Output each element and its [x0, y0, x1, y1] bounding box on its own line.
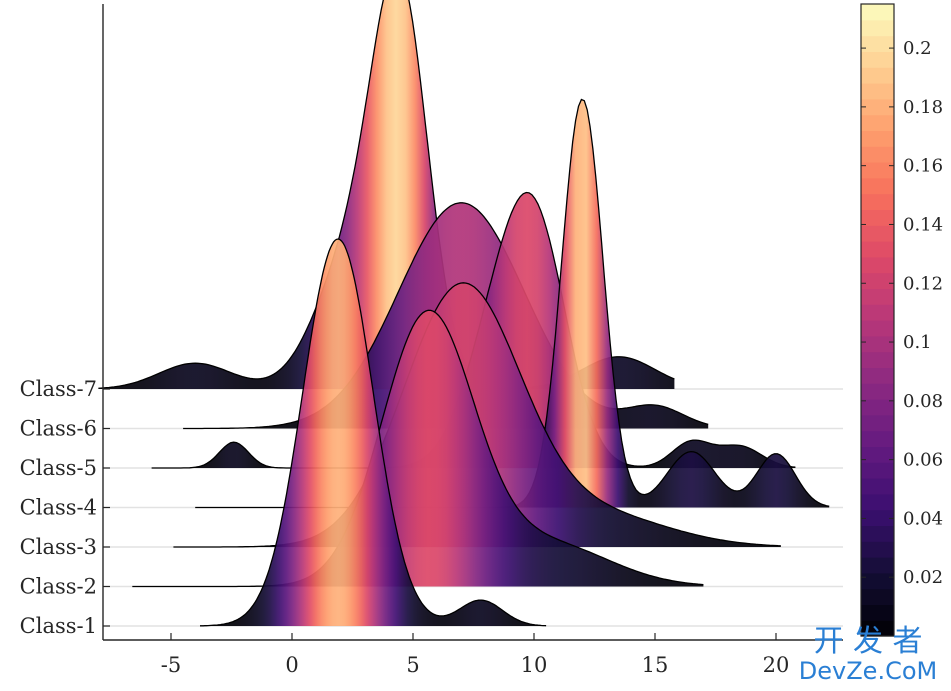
colorbar-label-0.06: 0.06 [903, 450, 943, 471]
x-tick-label-0: 0 [285, 653, 298, 677]
colorbar-band [861, 509, 894, 526]
colorbar-label-0.16: 0.16 [903, 156, 943, 177]
x-tick-label--5: -5 [161, 653, 181, 677]
colorbar-band [861, 272, 894, 289]
colorbar-band [861, 446, 894, 463]
colorbar-label-0.1: 0.1 [903, 332, 932, 353]
colorbar-band [861, 430, 894, 447]
x-tick-label-15: 15 [642, 653, 669, 677]
y-tick-label-class-7: Class-7 [20, 377, 97, 401]
ridge-fill-class-4 [195, 99, 830, 508]
colorbar-band [861, 83, 894, 100]
colorbar-band [861, 241, 894, 258]
ridge-outline-class-6 [183, 202, 709, 430]
watermark-line1: 开 发 者 [813, 624, 922, 659]
watermark-line2: DevZe.CoM [799, 657, 937, 685]
x-tick-label-5: 5 [406, 653, 419, 677]
colorbar-band [861, 335, 894, 353]
colorbar-band [861, 67, 894, 84]
y-tick-label-class-1: Class-1 [20, 614, 97, 638]
colorbar-band [861, 541, 894, 558]
ridge-fill-class-1 [200, 239, 547, 626]
colorbar-frame [860, 3, 895, 637]
colorbar-band [861, 493, 894, 511]
axes: -5 0 5 10 15 20 Class-1 Class-2 Class-3 Class-4 Cl… [20, 4, 843, 677]
y-tick-label-class-4: Class-4 [20, 496, 97, 520]
colorbar-band [861, 399, 894, 416]
colorbar-band [861, 462, 894, 479]
colorbar-label-0.14: 0.14 [903, 214, 943, 235]
colorbar-band [861, 525, 894, 542]
colorbar-band [861, 209, 894, 226]
colorbar-band [861, 177, 894, 195]
colorbar-band [861, 383, 894, 400]
colorbar-band [861, 620, 894, 637]
x-tick-label-20: 20 [763, 653, 790, 677]
colorbar-band [861, 572, 894, 590]
ridge-outline-class-2 [132, 309, 704, 588]
colorbar-band [861, 351, 894, 368]
colorbar-band [861, 19, 894, 37]
colorbar: 0.02 0.04 0.06 0.08 0.1 0.12 0.14 0.16 0.18 0.2 [860, 3, 943, 637]
colorbar-band [861, 256, 894, 274]
y-tick-label-class-5: Class-5 [20, 456, 97, 480]
colorbar-label-0.18: 0.18 [903, 97, 943, 118]
colorbar-band [861, 478, 894, 495]
y-tick-label-class-6: Class-6 [20, 417, 97, 441]
colorbar-band [861, 98, 894, 116]
colorbar-band [861, 114, 894, 131]
colorbar-band [861, 288, 894, 305]
colorbar-band [861, 414, 894, 432]
colorbar-band [861, 193, 894, 210]
colorbar-band [861, 320, 894, 337]
colorbar-band [861, 51, 894, 68]
colorbar-label-0.12: 0.12 [903, 273, 943, 294]
ridge-fill-class-2 [132, 310, 704, 587]
colorbar-band [861, 588, 894, 605]
y-tick-label-class-3: Class-3 [20, 535, 97, 559]
colorbar-label-0.02: 0.02 [903, 567, 943, 588]
ridge-outline-class-3 [173, 282, 781, 548]
watermark: 开 发 者 DevZe.CoM [799, 624, 937, 685]
colorbar-band [861, 367, 894, 384]
x-tick-label-10: 10 [521, 653, 548, 677]
colorbar-band [861, 162, 894, 179]
ridge-fill-class-7 [98, 0, 675, 389]
ridges [98, 0, 830, 627]
colorbar-band [861, 4, 894, 21]
ridge-outline-class-1 [200, 238, 547, 627]
colorbar-band [861, 35, 894, 52]
colorbar-band [861, 146, 894, 163]
colorbar-label-0.04: 0.04 [903, 508, 943, 529]
colorbar-band [861, 604, 894, 621]
y-tick-label-class-2: Class-2 [20, 575, 97, 599]
colorbar-band [861, 225, 894, 242]
colorbar-band [861, 130, 894, 147]
colorbar-label-0.2: 0.2 [903, 38, 932, 59]
colorbar-label-0.08: 0.08 [903, 391, 943, 412]
colorbar-band [861, 304, 894, 321]
colorbar-band [861, 557, 894, 574]
